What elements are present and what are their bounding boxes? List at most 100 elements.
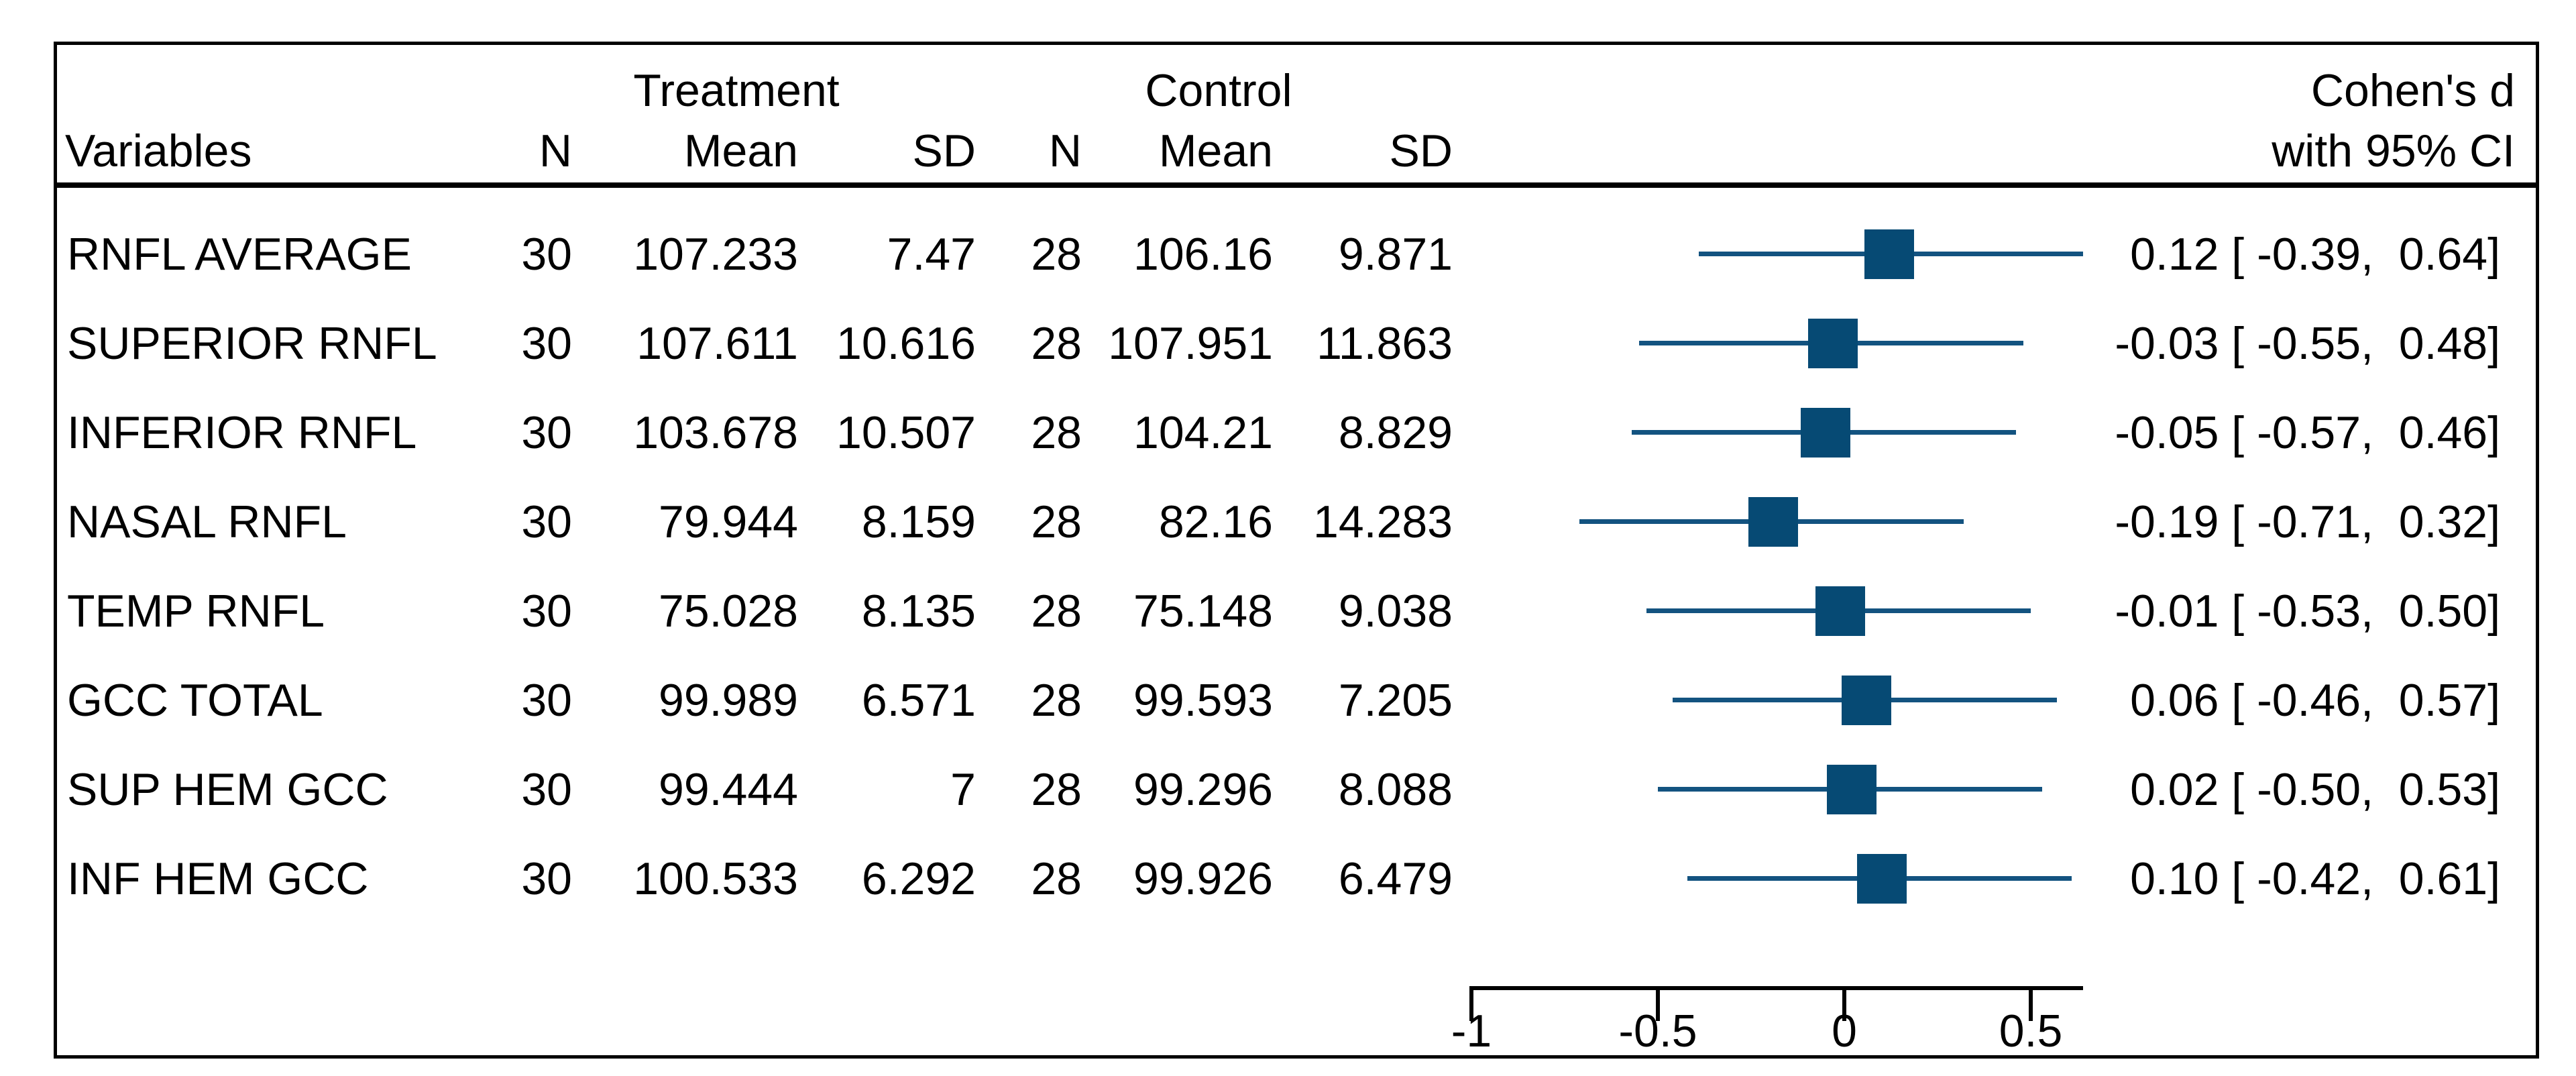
effect-marker [1856, 853, 1907, 904]
effect-marker [1864, 229, 1914, 279]
treatment-sd-value: 8.159 [861, 496, 976, 547]
treatment-mean-value: 79.944 [659, 496, 798, 547]
table-row: RNFL AVERAGE 30 107.233 7.47 28 106.16 9… [0, 209, 2576, 299]
variable-label: GCC TOTAL [67, 674, 323, 726]
table-row: NASAL RNFL 30 79.944 8.159 28 82.16 14.2… [0, 477, 2576, 566]
treatment-n-value: 30 [521, 496, 572, 547]
axis-tick-label: -0.5 [1618, 1006, 1697, 1057]
control-mean-value: 82.16 [1158, 496, 1273, 547]
control-mean-value: 75.148 [1133, 585, 1273, 637]
axis-tick [1842, 986, 1846, 1021]
effect-ci-label: -0.03 [ -0.55, 0.48] [2115, 317, 2500, 369]
treatment-sd-value: 10.507 [836, 407, 976, 458]
table-row: INFERIOR RNFL 30 103.678 10.507 28 104.2… [0, 388, 2576, 477]
control-sd-value: 9.871 [1338, 228, 1453, 280]
treatment-n-value: 30 [521, 317, 572, 369]
control-sd-value: 7.205 [1338, 674, 1453, 726]
control-n-column-header: N [1048, 125, 1082, 176]
effect-marker [1842, 675, 1892, 725]
table-row: TEMP RNFL 30 75.028 8.135 28 75.148 9.03… [0, 566, 2576, 655]
treatment-mean-value: 107.233 [633, 228, 798, 280]
variable-label: RNFL AVERAGE [67, 228, 412, 280]
treatment-n-value: 30 [521, 763, 572, 815]
control-n-value: 28 [1031, 585, 1082, 637]
control-n-value: 28 [1031, 317, 1082, 369]
treatment-sd-value: 8.135 [861, 585, 976, 637]
control-mean-value: 99.593 [1133, 674, 1273, 726]
axis-tick-label: 0.5 [1999, 1006, 2063, 1057]
variable-label: NASAL RNFL [67, 496, 347, 547]
effect-marker [1801, 407, 1851, 458]
control-sd-value: 14.283 [1313, 496, 1453, 547]
treatment-group-header: Treatment [633, 65, 840, 116]
control-sd-value: 9.038 [1338, 585, 1453, 637]
treatment-n-value: 30 [521, 674, 572, 726]
axis-tick [2029, 986, 2033, 1021]
treatment-mean-value: 99.444 [659, 763, 798, 815]
treatment-sd-value: 6.292 [861, 853, 976, 904]
effect-marker [1808, 318, 1858, 368]
table-row: GCC TOTAL 30 99.989 6.571 28 99.593 7.20… [0, 655, 2576, 745]
table-row: SUP HEM GCC 30 99.444 7 28 99.296 8.088 … [0, 745, 2576, 834]
variables-column-header: Variables [65, 125, 252, 176]
axis-tick-label: -1 [1451, 1006, 1492, 1057]
control-n-value: 28 [1031, 853, 1082, 904]
variable-label: INFERIOR RNFL [67, 407, 417, 458]
control-mean-value: 104.21 [1133, 407, 1273, 458]
treatment-sd-value: 10.616 [836, 317, 976, 369]
treatment-sd-value: 7.47 [887, 228, 976, 280]
control-sd-value: 8.829 [1338, 407, 1453, 458]
control-mean-column-header: Mean [1158, 125, 1273, 176]
treatment-mean-value: 100.533 [633, 853, 798, 904]
treatment-n-value: 30 [521, 407, 572, 458]
control-sd-value: 11.863 [1317, 317, 1453, 369]
axis-tick [1656, 986, 1660, 1021]
control-mean-value: 106.16 [1133, 228, 1273, 280]
treatment-mean-value: 75.028 [659, 585, 798, 637]
treatment-n-column-header: N [539, 125, 572, 176]
control-n-value: 28 [1031, 496, 1082, 547]
variable-label: TEMP RNFL [67, 585, 325, 637]
effect-ci-label: 0.12 [ -0.39, 0.64] [2130, 228, 2500, 280]
control-sd-value: 8.088 [1338, 763, 1453, 815]
treatment-n-value: 30 [521, 853, 572, 904]
effect-ci-label: -0.19 [ -0.71, 0.32] [2115, 496, 2500, 547]
table-row: SUPERIOR RNFL 30 107.611 10.616 28 107.9… [0, 299, 2576, 388]
effect-marker [1815, 586, 1866, 636]
control-mean-value: 107.951 [1108, 317, 1273, 369]
treatment-mean-value: 99.989 [659, 674, 798, 726]
treatment-mean-value: 107.611 [636, 317, 798, 369]
effect-ci-label: 0.06 [ -0.46, 0.57] [2130, 674, 2500, 726]
treatment-sd-value: 7 [950, 763, 976, 815]
effect-ci-label: 0.10 [ -0.42, 0.61] [2130, 853, 2500, 904]
treatment-mean-column-header: Mean [683, 125, 798, 176]
figure-border [54, 42, 2539, 1059]
effect-ci-label: 0.02 [ -0.50, 0.53] [2130, 763, 2500, 815]
control-n-value: 28 [1031, 763, 1082, 815]
header-separator-rule [56, 182, 2537, 188]
table-row: INF HEM GCC 30 100.533 6.292 28 99.926 6… [0, 834, 2576, 923]
treatment-sd-column-header: SD [912, 125, 976, 176]
treatment-mean-value: 103.678 [633, 407, 798, 458]
treatment-n-value: 30 [521, 228, 572, 280]
control-n-value: 28 [1031, 407, 1082, 458]
axis-tick-label: 0 [1832, 1006, 1857, 1057]
axis-tick [1469, 986, 1473, 1021]
x-axis-line [1471, 986, 2083, 990]
variable-label: SUP HEM GCC [67, 763, 388, 815]
control-group-header: Control [1145, 65, 1292, 116]
effect-marker [1827, 764, 1877, 814]
effect-header-line1: Cohen's d [2310, 65, 2515, 116]
effect-marker [1748, 496, 1799, 547]
effect-ci-label: -0.01 [ -0.53, 0.50] [2115, 585, 2500, 637]
control-n-value: 28 [1031, 228, 1082, 280]
control-n-value: 28 [1031, 674, 1082, 726]
control-sd-column-header: SD [1389, 125, 1453, 176]
treatment-n-value: 30 [521, 585, 572, 637]
control-sd-value: 6.479 [1338, 853, 1453, 904]
control-mean-value: 99.926 [1133, 853, 1273, 904]
treatment-sd-value: 6.571 [861, 674, 976, 726]
variable-label: INF HEM GCC [67, 853, 369, 904]
control-mean-value: 99.296 [1133, 763, 1273, 815]
